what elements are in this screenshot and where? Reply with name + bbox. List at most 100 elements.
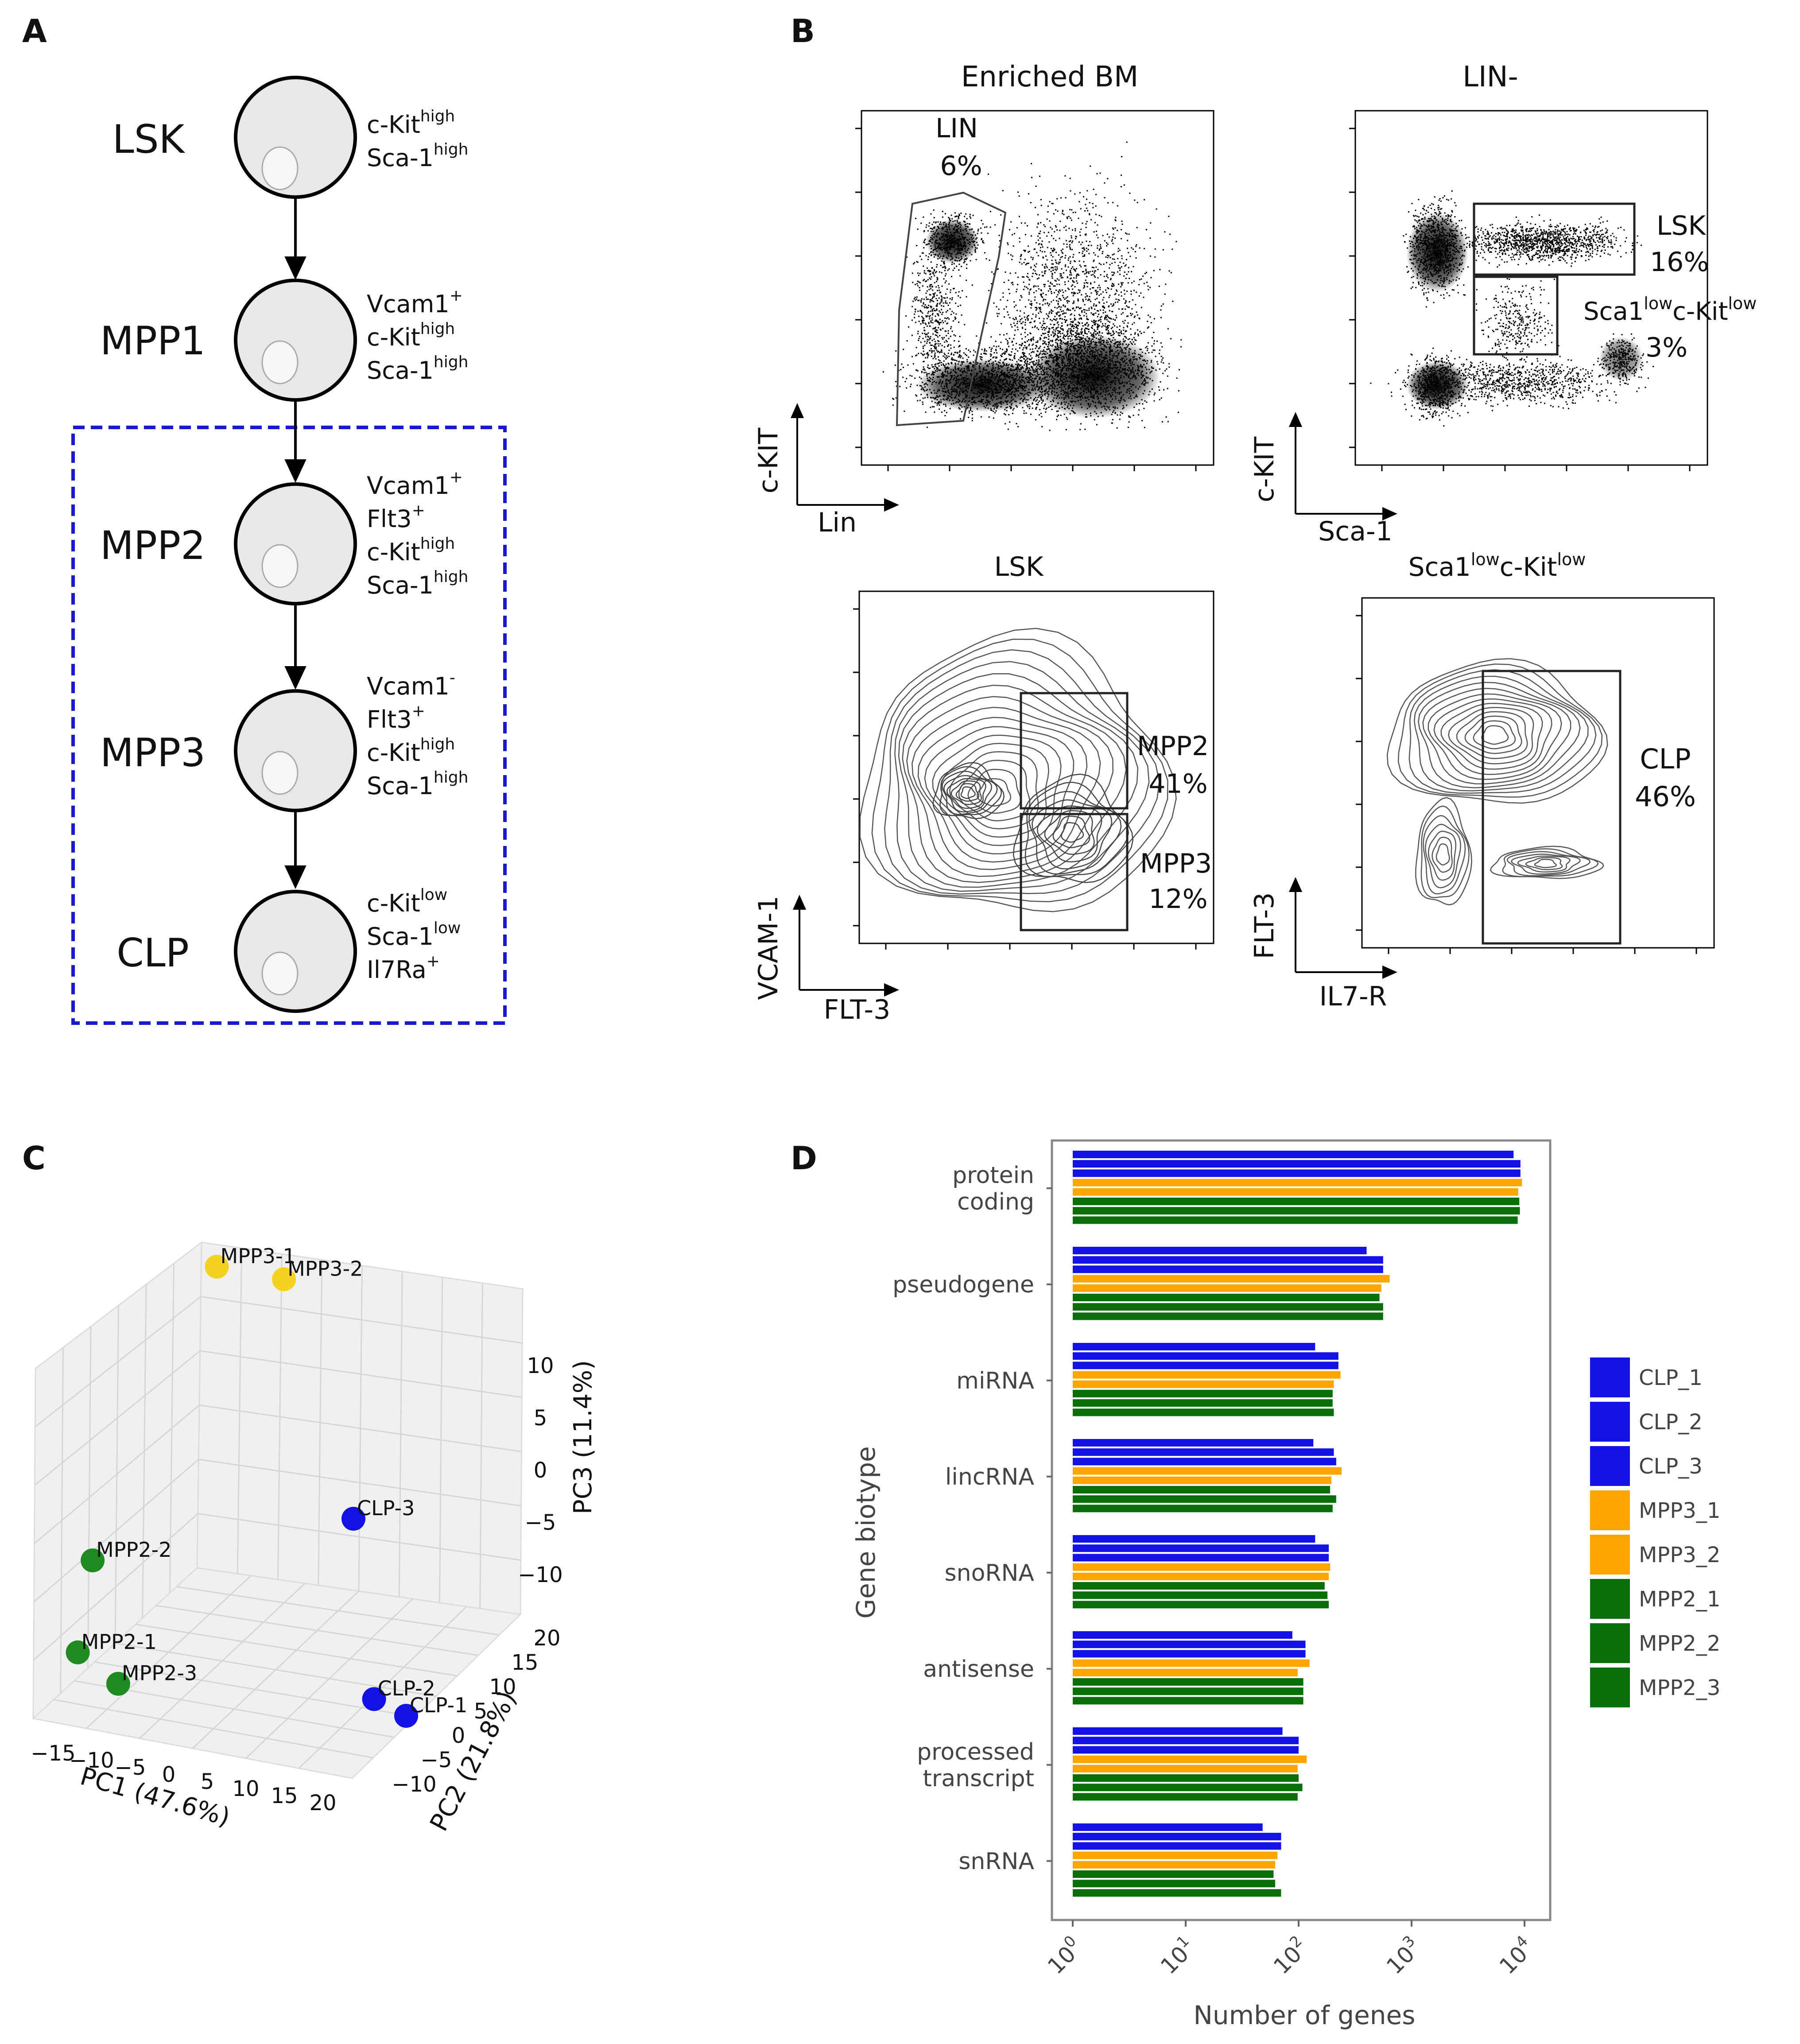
x-axis-label: IL7-R [1319, 981, 1387, 1012]
pca-point-mpp2-1 [66, 1640, 90, 1664]
bar-mpp3_1 [1073, 1371, 1341, 1379]
gate-lin [896, 191, 1007, 427]
contour [1024, 781, 1129, 877]
pc1-tick: 5 [201, 1769, 214, 1794]
legend-swatch [1590, 1357, 1630, 1397]
pc1-tick: 20 [309, 1791, 336, 1815]
legend-label: MPP2_3 [1639, 1676, 1720, 1700]
pca-point-mpp2-2 [81, 1548, 105, 1573]
contour [1511, 853, 1581, 875]
bar-mpp2_1 [1073, 1582, 1325, 1590]
contour [859, 628, 1177, 912]
contour [871, 639, 1168, 903]
bar-mpp2_2 [1073, 1495, 1336, 1503]
gate-pct: 3% [1645, 332, 1688, 363]
bar-mpp2_1 [1073, 1678, 1303, 1686]
panel-label-d: D [791, 1140, 817, 1177]
cell-mpp1: MPP1 Vcam1+ c-Kithigh Sca-1high [100, 279, 468, 402]
contour [1428, 830, 1457, 881]
bar-clp_2 [1073, 1737, 1299, 1745]
marker: Sca-1high [367, 568, 468, 599]
legend-label: MPP2_1 [1639, 1587, 1720, 1612]
pca-point-label: CLP-3 [357, 1496, 415, 1520]
flow-plot-enriched-bm: Enriched BM LIN 6% Lin c-KIT [753, 61, 1214, 538]
legend-swatch [1590, 1579, 1630, 1619]
bar-mpp2_3 [1073, 1793, 1298, 1801]
bar-mpp3_2 [1073, 1668, 1298, 1676]
contour [1428, 693, 1562, 780]
bar-mpp2_2 [1073, 1880, 1276, 1888]
bar-mpp2_1 [1073, 1486, 1331, 1493]
bar-clp_3 [1073, 1361, 1338, 1369]
bar-mpp2_3 [1073, 1312, 1383, 1320]
event-dots [1432, 214, 1642, 268]
bar-clp_1 [1073, 1343, 1315, 1350]
gate-mpp3 [1020, 813, 1129, 931]
category-label: processed [917, 1739, 1034, 1765]
y-axis-label: FLT-3 [1249, 892, 1280, 959]
cell-name-mpp3: MPP3 [100, 730, 206, 776]
marker: c-Kitlow [367, 886, 447, 917]
gridline [34, 1350, 201, 1486]
marker: Flt3+ [367, 501, 425, 533]
x-tick-label: 101 [1153, 1932, 1200, 1979]
pca-point-label: MPP3-1 [221, 1244, 296, 1268]
contour [1473, 720, 1516, 749]
y-axis-label: Gene biotype [851, 1446, 881, 1619]
category-label: transcript [923, 1765, 1035, 1792]
marker: Vcam1- [367, 669, 455, 700]
contour [1415, 797, 1472, 906]
contour [1422, 688, 1571, 784]
bar-mpp3_2 [1073, 1284, 1381, 1292]
x-tick-label: 100 [1040, 1932, 1087, 1979]
bar-mpp2_1 [1073, 1198, 1520, 1205]
contour [1456, 711, 1528, 759]
contour [1052, 815, 1090, 849]
bar-clp_2 [1073, 1833, 1281, 1841]
marker: Sca-1high [367, 353, 468, 384]
contour [1490, 846, 1604, 879]
pca-point-label: MPP2-3 [122, 1661, 197, 1685]
marker: c-Kithigh [367, 320, 455, 351]
bar-clp_3 [1073, 1265, 1383, 1273]
bar-mpp2_2 [1073, 1399, 1333, 1407]
pca-point-label: MPP2-1 [81, 1630, 157, 1654]
bar-clp_3 [1073, 1842, 1281, 1850]
gate-clp [1482, 670, 1622, 945]
marker: Il7Ra+ [367, 952, 440, 984]
contour [1418, 682, 1581, 788]
gridline [139, 1582, 306, 1739]
pc3-tick: −5 [525, 1510, 556, 1535]
gridline [192, 1590, 360, 1749]
pca-point-mpp3-2 [272, 1267, 296, 1292]
gridline [34, 1404, 200, 1544]
flow-ticks [1349, 128, 1691, 471]
contour [1433, 698, 1552, 775]
legend-swatch [1590, 1623, 1630, 1663]
pc2-tick: 0 [452, 1723, 466, 1748]
plot-title: Sca1lowc-Kitlow [1408, 550, 1586, 582]
gate-mpp2 [1020, 692, 1129, 810]
bar-clp_1 [1073, 1439, 1314, 1447]
category-label: lincRNA [945, 1464, 1034, 1490]
pc3-tick: 5 [534, 1406, 547, 1431]
x-axis-label: Number of genes [1194, 2000, 1416, 2030]
gridline [298, 1606, 467, 1769]
bar-mpp2_3 [1073, 1889, 1281, 1897]
legend-label: MPP3_2 [1639, 1543, 1720, 1567]
gate-pct: 12% [1148, 884, 1207, 915]
pc2-tick: 20 [533, 1626, 560, 1651]
legend-label: MPP3_1 [1639, 1498, 1720, 1523]
bar-mpp2_2 [1073, 1207, 1520, 1215]
contour [1440, 702, 1543, 770]
legend-swatch [1590, 1535, 1630, 1575]
contour [1448, 707, 1534, 764]
bar-mpp2_1 [1073, 1390, 1333, 1397]
flow-ticks [1356, 615, 1697, 954]
contour [884, 649, 1160, 895]
plot-title: LIN- [1462, 61, 1518, 93]
bar-mpp3_2 [1073, 1380, 1334, 1388]
marker: Sca-1high [367, 140, 468, 172]
pca-3d-grid [31, 1241, 524, 1779]
pc1-tick: −5 [115, 1755, 146, 1780]
